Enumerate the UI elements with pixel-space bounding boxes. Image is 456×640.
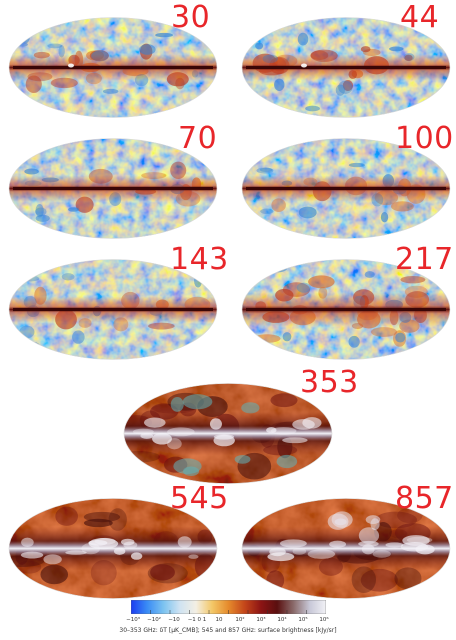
colorbar-tick: −1 0 1 (187, 617, 207, 623)
colorbar-tick: 10² (235, 617, 245, 623)
frequency-label-217: 217 (395, 242, 454, 277)
colorbar-caption: 30–353 GHz: δT [μK_CMB]; 545 and 857 GHz… (119, 627, 337, 634)
frequency-label-70: 70 (178, 121, 218, 156)
sky-map-143 (8, 259, 218, 360)
colorbar-tick: 10⁴ (277, 617, 287, 623)
sky-map-545 (8, 498, 218, 599)
sky-map-100 (241, 138, 451, 239)
colorbar-tick: −10 (168, 617, 180, 623)
sky-map-70 (8, 138, 218, 239)
colorbar-tick: 10⁵ (298, 617, 308, 623)
sky-map-30 (8, 17, 218, 118)
sky-map-217 (241, 259, 451, 360)
colorbar-tick: −10² (147, 617, 161, 623)
colorbar (131, 600, 326, 614)
sky-map-44 (241, 17, 451, 118)
colorbar-tick: 10 (215, 617, 223, 623)
frequency-label-143: 143 (170, 242, 229, 277)
sky-map-353 (123, 383, 333, 484)
frequency-label-857: 857 (395, 481, 454, 516)
sky-map-857 (241, 498, 451, 599)
colorbar-tick: 10⁶ (319, 617, 329, 623)
frequency-label-44: 44 (400, 0, 440, 35)
colorbar-tick: 10³ (256, 617, 266, 623)
frequency-label-100: 100 (395, 121, 454, 156)
colorbar-tick: −10³ (126, 617, 140, 623)
frequency-label-30: 30 (171, 0, 211, 35)
frequency-label-545: 545 (170, 481, 229, 516)
frequency-label-353: 353 (300, 365, 359, 400)
